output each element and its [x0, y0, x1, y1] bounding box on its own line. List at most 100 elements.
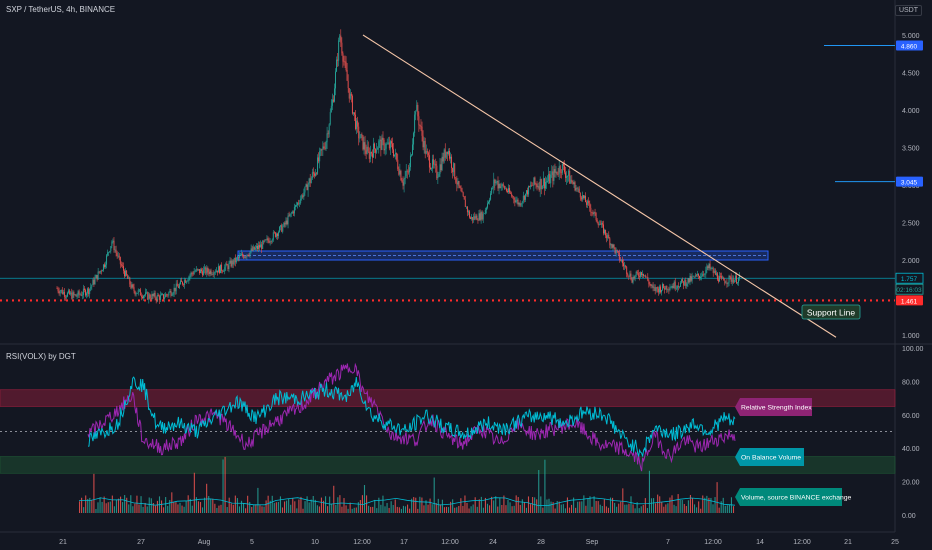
candle-body [213, 272, 215, 275]
volume-bar [394, 499, 396, 513]
volume-label-tag[interactable] [735, 488, 842, 506]
candle-body [440, 164, 442, 171]
volume-bar [675, 506, 677, 513]
volume-bar [392, 505, 394, 513]
candle-body [247, 254, 249, 256]
candle-body [123, 266, 124, 271]
candle-body [205, 267, 207, 274]
volume-bar [464, 495, 466, 513]
volume-bar [304, 501, 306, 513]
candle-body [519, 202, 521, 206]
candle-body [251, 248, 253, 251]
candle-body [394, 154, 396, 157]
volume-bar [413, 497, 415, 513]
time-tick-label: 7 [666, 539, 670, 546]
volume-bar [439, 504, 441, 513]
candle-body [72, 292, 74, 299]
candle-body [283, 222, 285, 227]
candle-body [657, 288, 659, 293]
candle-body [540, 178, 542, 189]
candle-body [89, 288, 91, 295]
volume-bars[interactable] [79, 456, 735, 513]
volume-bar [122, 502, 124, 513]
price-tick-label: 3.500 [902, 146, 920, 153]
candle-body [704, 274, 706, 275]
volume-bar [702, 495, 704, 513]
candle-body [223, 271, 225, 272]
candle-body [653, 287, 655, 288]
candle-body [287, 215, 289, 225]
candle-body [690, 275, 692, 281]
candles[interactable] [56, 29, 741, 304]
overbought-band[interactable] [0, 389, 896, 407]
descending-trendline[interactable] [362, 34, 837, 338]
volume-bar [243, 503, 245, 513]
candle-body [618, 252, 620, 260]
volume-bar [97, 502, 99, 513]
candle-body [368, 151, 370, 159]
volume-bar [696, 507, 698, 513]
candle-body [91, 285, 93, 287]
volume-bar [497, 506, 499, 513]
candle-body [152, 294, 154, 296]
candle-body [433, 159, 435, 165]
volume-bar [148, 497, 150, 513]
candle-body [426, 151, 428, 153]
candle-body [294, 205, 296, 207]
volume-label-tag-text: Volume, source BINANCE exchange [741, 495, 852, 502]
candle-body [310, 178, 312, 184]
volume-bar [425, 500, 427, 513]
obv-label-tag[interactable] [735, 448, 804, 466]
volume-bar [388, 507, 390, 513]
volume-bar [263, 506, 265, 513]
volume-bar [655, 503, 657, 513]
volume-bar [523, 502, 525, 513]
volume-bar [212, 498, 214, 513]
candle-body [491, 187, 493, 194]
candle-body [269, 241, 271, 243]
volume-bar [355, 507, 357, 513]
candle-body [548, 173, 550, 182]
volume-bar [306, 496, 308, 513]
candle-body [109, 251, 111, 253]
rsi-label-tag[interactable] [735, 398, 812, 416]
obv-line[interactable] [87, 376, 736, 457]
candle-body [229, 260, 231, 264]
candle-body [193, 271, 195, 275]
volume-bar [646, 508, 648, 513]
candle-body [376, 149, 378, 153]
volume-bar [154, 505, 156, 513]
candle-body [477, 220, 479, 221]
candle-body [226, 263, 228, 266]
rsi-line[interactable] [87, 362, 736, 472]
candle-body [324, 148, 326, 149]
candle-body [624, 265, 626, 267]
candle-body [208, 271, 210, 274]
candle-body [93, 279, 95, 285]
time-axis[interactable]: 21 27 Aug 5 10 12:00 17 12:00 24 28 Sep 7 12:00 14 12:… [0, 531, 899, 546]
candle-body [345, 61, 347, 71]
candle-body [216, 270, 218, 273]
volume-bar [622, 488, 624, 513]
candle-body [244, 256, 246, 259]
candle-body [189, 275, 191, 277]
volume-bar [683, 503, 685, 513]
currency-badge[interactable]: USDT [894, 5, 922, 16]
candle-body [313, 173, 315, 176]
candle-body [631, 279, 633, 283]
volume-bar [450, 501, 452, 513]
candle-body [449, 150, 450, 159]
candle-body [615, 250, 617, 254]
candle-body [497, 181, 499, 189]
volume-bar [724, 505, 726, 513]
indicator-pane[interactable]: 100.00 80.00 60.00 40.00 20.00 0.00 Relative S… [0, 346, 924, 520]
volume-bar [552, 502, 554, 513]
support-annotation-box[interactable] [801, 304, 861, 320]
candle-body [69, 290, 71, 295]
price-pane[interactable]: 5.0004.5004.0003.5003.0002.5002.0001.500… [0, 0, 932, 532]
candle-body [546, 181, 547, 183]
candle-body [513, 196, 515, 200]
candle-body [120, 264, 122, 266]
candle-body [436, 165, 438, 179]
